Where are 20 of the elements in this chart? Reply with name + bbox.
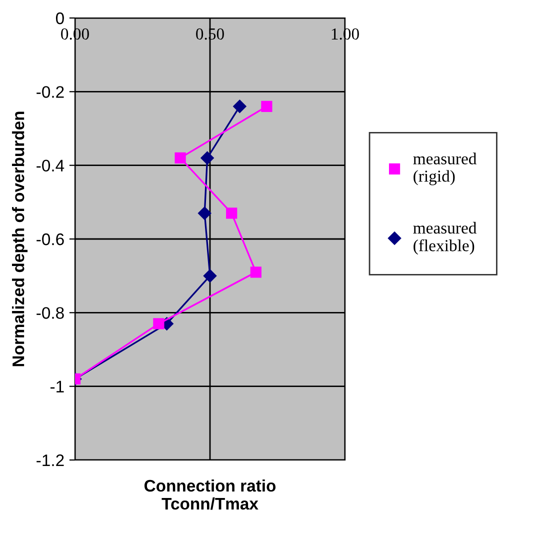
y-tick-label: 0 <box>56 12 64 24</box>
point <box>250 266 262 278</box>
y-tick-label: -0.2 <box>36 86 64 98</box>
y-tick-label: -1 <box>50 380 64 392</box>
point <box>200 151 214 165</box>
y-tick-label: -1.2 <box>36 454 64 466</box>
point <box>174 152 186 164</box>
y-tick-label: -0.4 <box>36 160 64 172</box>
point <box>226 208 238 219</box>
x-axis-title: Connection ratio Tconn/Tmax <box>144 479 276 510</box>
legend-label: measured (rigid) <box>413 152 477 186</box>
point <box>233 100 246 113</box>
y-axis-title: Normalized depth of overburden <box>12 112 28 366</box>
y-tick-label: -0.6 <box>36 233 64 246</box>
point <box>198 206 212 220</box>
point <box>203 269 217 282</box>
y-tick-label: -0.8 <box>36 307 64 319</box>
point <box>261 100 272 112</box>
legend-label: measured (flexible) <box>413 222 477 255</box>
point <box>153 318 164 330</box>
